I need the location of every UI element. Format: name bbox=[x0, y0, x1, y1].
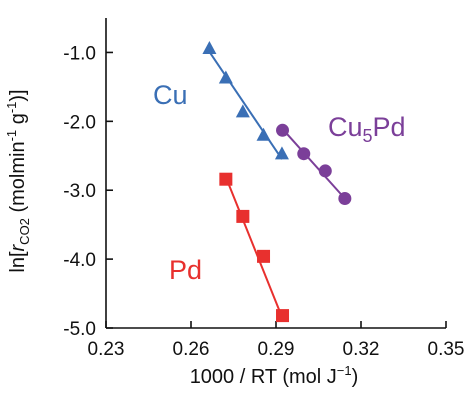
x-tick-label: 0.29 bbox=[258, 339, 295, 360]
data-point-cu bbox=[202, 40, 217, 54]
data-point-pd bbox=[219, 172, 233, 186]
axes-layer bbox=[105, 18, 447, 329]
data-point-cu bbox=[235, 104, 250, 118]
series-label-cu: Cu bbox=[153, 80, 188, 110]
series-label-pd: Pd bbox=[169, 255, 202, 285]
data-point-cu5pd bbox=[318, 164, 332, 178]
x-tick-label: 0.26 bbox=[173, 339, 210, 360]
data-point-cu5pd bbox=[338, 191, 352, 205]
fit-line-cu5pd bbox=[281, 128, 346, 200]
data-point-cu bbox=[274, 146, 289, 160]
data-point-cu bbox=[218, 70, 233, 84]
x-tick-label: 0.32 bbox=[343, 339, 380, 360]
data-point-pd bbox=[236, 209, 250, 223]
fit-line-cu bbox=[208, 51, 283, 160]
y-tick-label: -2.0 bbox=[63, 112, 96, 133]
labels-layer: 0.23 0.26 0.29 0.32 0.35 -1.0 -2.0 -3.0 -4.0 -5.0… bbox=[4, 43, 464, 388]
x-tick-label: 0.35 bbox=[428, 339, 465, 360]
x-tick-label: 0.23 bbox=[88, 339, 125, 360]
y-tick-label: -4.0 bbox=[63, 250, 96, 271]
y-tick-label: -3.0 bbox=[63, 181, 96, 202]
data-point-cu5pd bbox=[276, 123, 290, 137]
series-label-cu5pd: Cu5Pd bbox=[328, 112, 406, 146]
y-tick-label: -1.0 bbox=[63, 43, 96, 64]
fit-lines-layer bbox=[208, 51, 346, 319]
y-axis-title: ln[rCO2 (molmin-1 g-1)] bbox=[4, 89, 32, 272]
data-point-cu bbox=[256, 127, 271, 141]
x-axis-title: 1000 / RT (mol J−1) bbox=[190, 363, 359, 388]
y-tick-label: -5.0 bbox=[63, 319, 96, 340]
markers-layer bbox=[202, 40, 352, 323]
data-point-pd bbox=[276, 309, 290, 323]
data-point-cu5pd bbox=[297, 147, 311, 161]
data-point-pd bbox=[257, 249, 271, 263]
fit-line-pd bbox=[224, 176, 284, 319]
